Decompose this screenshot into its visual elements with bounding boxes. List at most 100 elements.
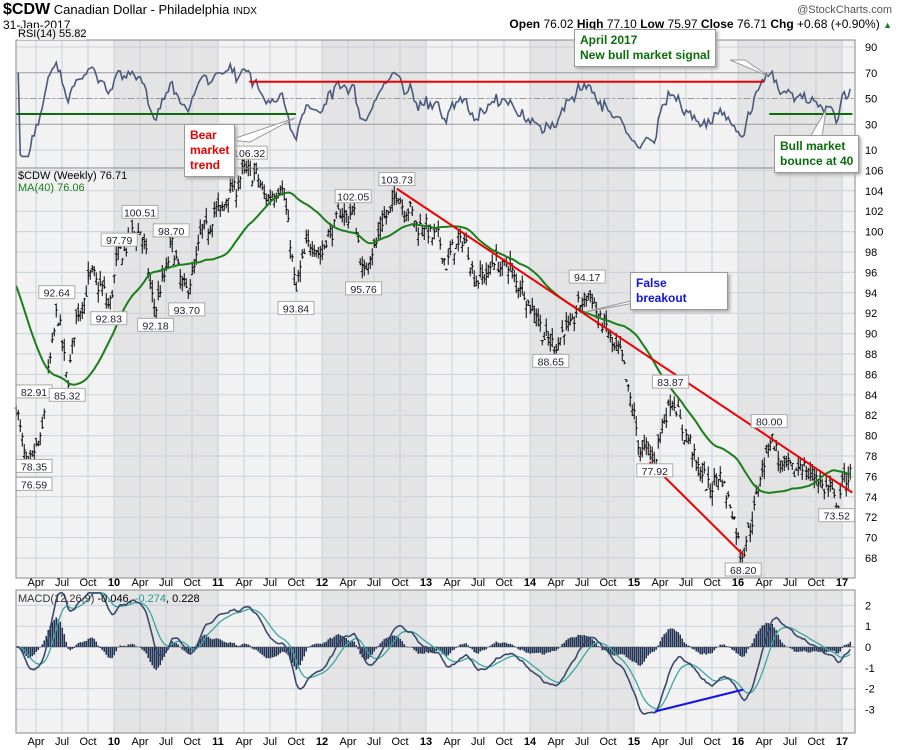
macd-hist-bar — [243, 643, 246, 647]
ohlc-bar — [170, 235, 174, 253]
macd-hist-bar — [139, 647, 142, 648]
macd-hist-bar — [273, 647, 276, 657]
macd-hist-bar — [667, 629, 670, 647]
macd-hist-bar — [513, 645, 516, 647]
macd-hist-bar — [189, 647, 192, 654]
ohlc-bar — [78, 310, 82, 322]
ohlc-bar — [720, 479, 724, 488]
macd-hist-bar — [59, 621, 62, 647]
macd-hist-bar — [645, 647, 648, 659]
x-tick-label: 10 — [108, 736, 120, 748]
ohlc-bar — [588, 290, 592, 303]
macd-hist-bar — [325, 641, 328, 647]
ohlc-bar — [114, 245, 118, 267]
ohlc-bar — [542, 331, 546, 341]
macd-hist-bar — [629, 647, 632, 660]
ohlc-bar — [100, 280, 104, 296]
ohlc-bar — [638, 446, 642, 462]
ohlc-bar — [348, 203, 352, 220]
price-tick-label: 84 — [865, 390, 877, 402]
macd-hist-bar — [317, 643, 320, 647]
ohlc-bar — [784, 455, 788, 468]
macd-hist-bar — [245, 643, 248, 647]
macd-hist-bar — [849, 641, 852, 647]
macd-hist-bar — [475, 647, 478, 654]
macd-hist-bar — [319, 643, 322, 647]
bear-market-note: Bear market trend — [184, 124, 236, 177]
macd-hist-bar — [213, 638, 216, 647]
macd-hist-bar — [311, 644, 314, 647]
price-tick-label: 90 — [865, 329, 877, 341]
ohlc-bar — [440, 257, 444, 264]
ohlc-bar — [40, 416, 44, 429]
macd-hist-bar — [57, 619, 60, 647]
macd-hist-bar — [677, 632, 680, 647]
pivot-label-text: 76.59 — [21, 479, 47, 491]
ohlc-bar — [236, 175, 240, 191]
ohlc-bar — [538, 314, 542, 332]
macd-hist-bar — [479, 647, 482, 652]
ohlc-bar — [484, 262, 488, 286]
macd-hist-bar — [469, 647, 472, 649]
macd-hist-bar — [177, 644, 180, 647]
macd-hist-bar — [579, 634, 582, 647]
ohlc-bar — [214, 200, 218, 218]
price-tick-label: 88 — [865, 349, 877, 361]
x-tick-label: Apr — [27, 577, 44, 589]
macd-hist-bar — [635, 647, 638, 664]
x-tick-label: Oct — [495, 736, 512, 748]
macd-hist-bar — [723, 644, 726, 647]
macd-hist-bar — [505, 642, 508, 647]
macd-divergence-line — [654, 688, 744, 713]
ohlc-bar — [386, 210, 390, 216]
ohlc-bar — [150, 280, 154, 303]
pivot-label-text: 78.35 — [21, 461, 47, 473]
ohlc-bar — [422, 227, 426, 240]
pivot-label-box — [168, 302, 206, 317]
ohlc-bar — [446, 248, 450, 265]
macd-hist-bar — [401, 641, 404, 647]
macd-signal-value: -0.274 — [134, 593, 167, 605]
ohlc-bar — [454, 243, 458, 249]
ohlc-bar — [120, 258, 124, 266]
macd-hist-bar — [817, 647, 820, 652]
macd-hist-bar — [283, 647, 286, 653]
ohlc-bar — [714, 473, 718, 487]
macd-hist-bar — [29, 647, 32, 658]
chart-title: $CDW Canadian Dollar - Philadelphia INDX — [3, 1, 257, 19]
macd-hist-bar — [49, 625, 52, 647]
ohlc-bar — [216, 192, 220, 212]
price-legend-label: $CDW (Weekly) 76.71 — [18, 170, 128, 182]
ohlc-bar — [736, 532, 740, 539]
ma-legend-label: MA(40) 76.06 — [18, 182, 85, 194]
macd-hist-bar — [563, 642, 566, 647]
macd-hist-bar — [33, 647, 36, 655]
macd-hist-bar — [51, 622, 54, 647]
symbol: $CDW — [3, 1, 51, 18]
macd-hist-bar — [297, 647, 300, 669]
macd-hist-bar — [471, 647, 474, 650]
open-label: Open — [509, 17, 541, 31]
ohlc-bar — [144, 238, 148, 255]
macd-hist-bar — [687, 645, 690, 647]
macd-hist-bar — [713, 647, 716, 651]
macd-hist-bar — [333, 636, 336, 647]
ohlc-bar — [766, 443, 770, 458]
ohlc-bar — [442, 258, 446, 266]
macd-hist-bar — [341, 635, 344, 647]
ohlc-bar — [416, 227, 420, 246]
macd-hist-bar — [595, 643, 598, 647]
pivot-label-box — [345, 281, 383, 296]
macd-hist-bar — [269, 647, 272, 659]
macd-hist-bar — [453, 647, 456, 650]
x-tick-label: Oct — [495, 577, 512, 589]
ohlc-bar — [270, 191, 274, 199]
x-tick-label: 12 — [316, 736, 328, 748]
macd-hist-bar — [835, 647, 838, 654]
macd-hist-bar — [623, 647, 626, 655]
macd-hist-bar — [151, 647, 154, 666]
x-tick-label: Apr — [651, 736, 668, 748]
macd-hist-bar — [659, 641, 662, 647]
macd-hist-bar — [649, 647, 652, 654]
